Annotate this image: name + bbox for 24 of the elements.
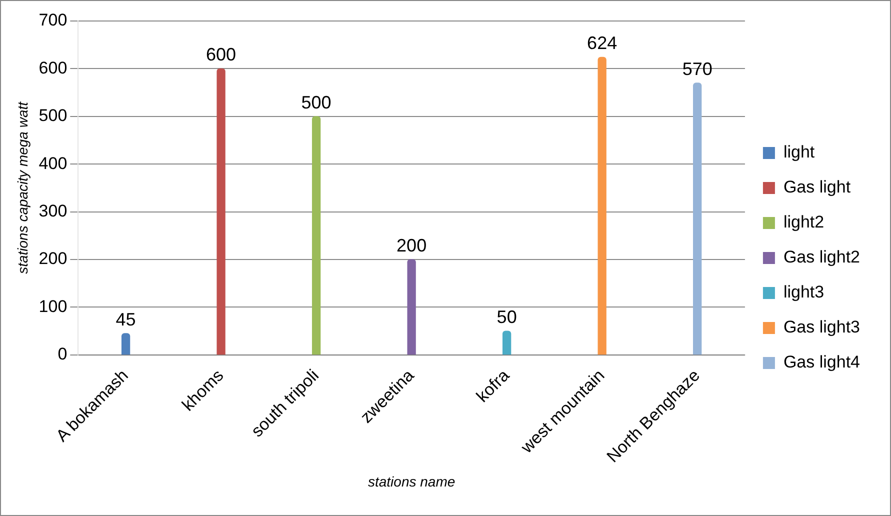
y-tick-label: 0: [58, 344, 68, 364]
legend-label: Gas light2: [783, 248, 860, 267]
y-tick-label: 700: [38, 10, 68, 30]
data-label: 200: [396, 235, 427, 256]
y-tick-label: 100: [38, 296, 68, 316]
data-label: 570: [682, 58, 712, 79]
data-label: 624: [587, 33, 618, 54]
data-label: 600: [206, 44, 236, 65]
y-tick-label: 400: [38, 154, 68, 173]
x-axis-title: stations name: [368, 473, 456, 490]
y-tick-label: 200: [38, 249, 68, 268]
legend-label: light3: [783, 282, 824, 302]
data-label: 500: [301, 92, 332, 112]
legend-label: Gas light: [783, 178, 851, 197]
y-axis-title: stations capacity mega watt: [14, 100, 30, 274]
legend-label: Gas light4: [783, 352, 860, 372]
y-tick-label: 500: [38, 106, 68, 126]
legend-label: light2: [783, 212, 824, 232]
legend-label: Gas light3: [783, 318, 860, 337]
data-label: 50: [496, 307, 517, 328]
y-tick-label: 600: [38, 58, 68, 78]
data-label: 45: [116, 309, 136, 330]
y-tick-label: 300: [38, 201, 68, 220]
legend-label: light: [783, 142, 815, 162]
